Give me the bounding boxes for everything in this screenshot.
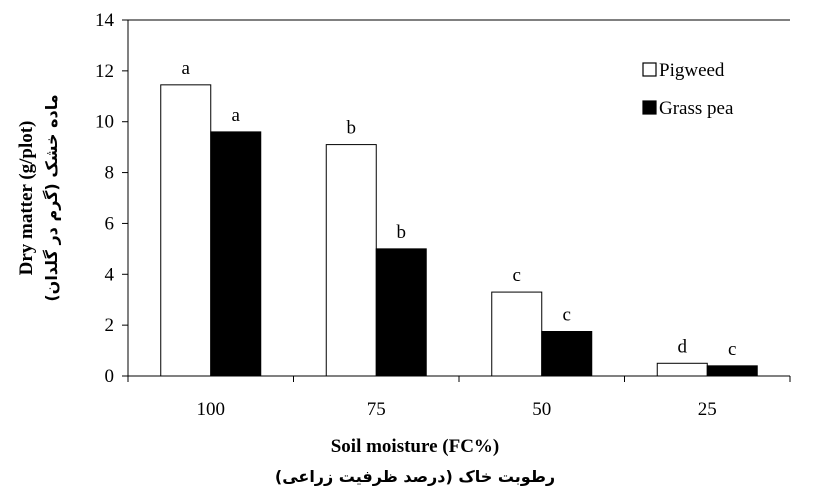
y-axis-title-persian: ماده خشک (گرم در گلدان) xyxy=(42,94,61,301)
plot-area: 0 2 4 6 8 10 12 14 100 75 50 25 a b c d a b c c xyxy=(95,10,791,420)
significance-letters: a b c d a b c c xyxy=(182,58,737,360)
significance-letter: b xyxy=(347,118,357,139)
legend-swatch xyxy=(642,62,657,77)
legend: Pigweed Grass pea xyxy=(642,60,734,119)
x-axis-title: Soil moisture (FC%) xyxy=(331,436,500,457)
bar-pigweed xyxy=(656,362,708,377)
x-tick-label: 50 xyxy=(532,399,551,420)
y-tick-label: 2 xyxy=(105,315,115,336)
legend-label: Grass pea xyxy=(659,98,734,119)
bar-grass-pea xyxy=(706,365,758,377)
bars xyxy=(160,84,758,377)
y-tick-label: 0 xyxy=(105,366,115,387)
significance-letter: a xyxy=(182,58,191,79)
significance-letter: b xyxy=(397,222,407,243)
x-tick-label: 25 xyxy=(698,399,717,420)
y-tick-label: 8 xyxy=(105,163,115,184)
bar-grass-pea xyxy=(541,331,593,377)
significance-letter: d xyxy=(678,336,688,357)
legend-swatch xyxy=(642,100,657,115)
legend-label: Pigweed xyxy=(659,60,725,81)
x-tick-label: 75 xyxy=(367,399,386,420)
y-tick-label: 6 xyxy=(105,213,115,234)
y-axis-title: Dry matter (g/plot) xyxy=(16,121,37,276)
y-tick-label: 4 xyxy=(105,264,115,285)
x-tick-label: 100 xyxy=(197,399,226,420)
y-tick-label: 12 xyxy=(95,61,114,82)
significance-letter: c xyxy=(563,305,571,326)
significance-letter: c xyxy=(728,339,736,360)
bar-pigweed xyxy=(160,84,212,377)
bar-grass-pea xyxy=(375,248,427,377)
significance-letter: c xyxy=(513,265,521,286)
y-ticks: 0 2 4 6 8 10 12 14 xyxy=(95,10,128,387)
y-tick-label: 10 xyxy=(95,112,114,133)
bar-pigweed xyxy=(491,291,543,377)
y-tick-label: 14 xyxy=(95,10,115,31)
significance-letter: a xyxy=(232,105,241,126)
x-axis-title-persian: رطوبت خاک (درصد ظرفیت زراعی) xyxy=(275,467,555,486)
x-ticks: 100 75 50 25 xyxy=(127,376,791,420)
bar-pigweed xyxy=(325,144,377,377)
bar-grass-pea xyxy=(210,131,262,377)
